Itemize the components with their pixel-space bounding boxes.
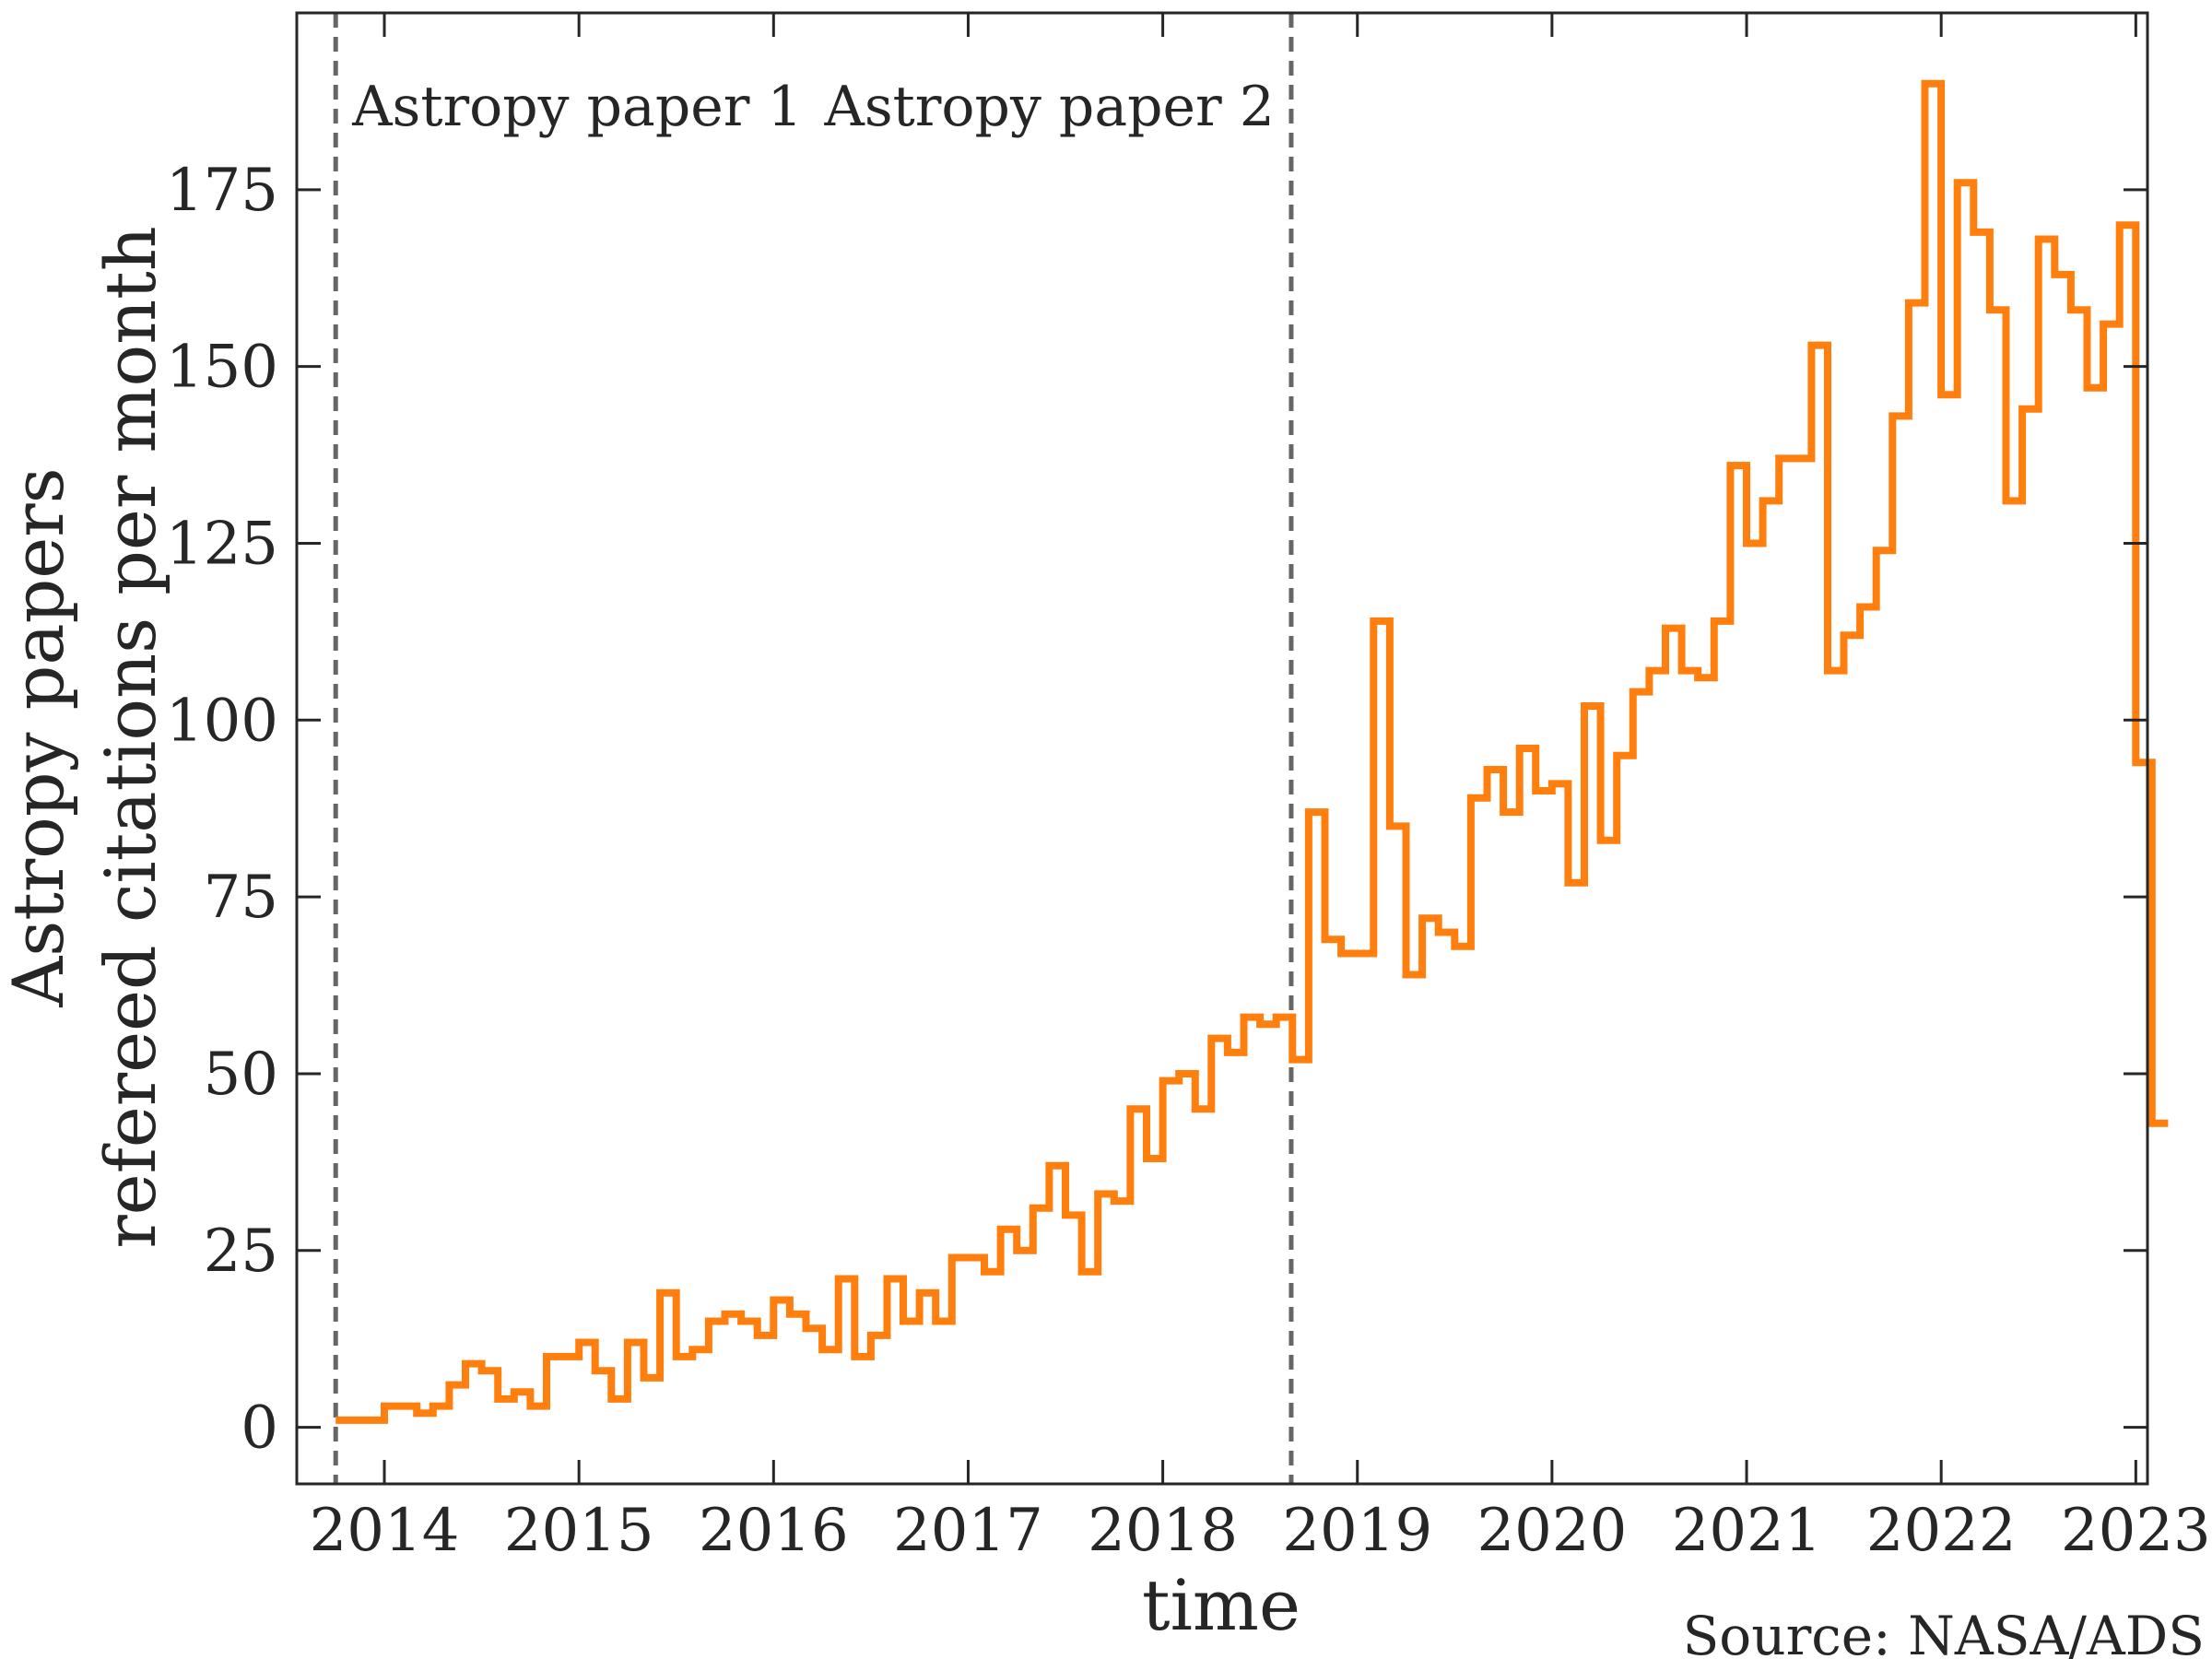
y-tick-label: 100 (166, 687, 278, 755)
annotation-label-1: Astropy paper 1 (351, 75, 802, 139)
x-tick-label: 2017 (893, 1497, 1043, 1565)
y-tick-label: 150 (166, 334, 278, 402)
x-axis-label: time (1142, 1564, 1300, 1646)
axis-ticks (297, 13, 2147, 1484)
y-tick-label: 75 (204, 864, 278, 932)
x-tick-label: 2019 (1282, 1497, 1432, 1565)
y-axis-label-line2: refereed citations per month (89, 226, 171, 1248)
x-tick-label: 2014 (310, 1497, 460, 1565)
plot-frame (295, 11, 2149, 1486)
y-tick-label: 25 (204, 1218, 278, 1286)
source-note: Source: NASA/ADS (1683, 1605, 2205, 1659)
x-tick-label: 2018 (1088, 1497, 1238, 1565)
annotations: Astropy paper 1 Astropy paper 2 (351, 75, 1275, 139)
y-axis-label-line1: Astropy papers (0, 467, 79, 1007)
x-tick-label: 2021 (1672, 1497, 1822, 1565)
event-markers (333, 13, 1294, 1484)
x-tick-label: 2016 (699, 1497, 849, 1565)
x-tick-labels: 2014 2015 2016 2017 2018 2019 2020 2021 2022 2023 (310, 1497, 2211, 1565)
series-group (335, 79, 2169, 1424)
x-tick-label: 2020 (1477, 1497, 1627, 1565)
x-tick-label: 2022 (1866, 1497, 2017, 1565)
x-tick-label: 2015 (504, 1497, 654, 1565)
y-tick-label: 175 (166, 157, 278, 225)
y-tick-label: 50 (204, 1041, 278, 1109)
series-line-1 (335, 79, 2169, 1424)
y-tick-label: 0 (241, 1394, 278, 1463)
x-tick-label: 2023 (2061, 1497, 2211, 1565)
y-tick-label: 125 (166, 510, 278, 578)
y-tick-labels: 0 25 50 75 100 125 150 175 (166, 157, 278, 1463)
annotation-label-2: Astropy paper 2 (824, 75, 1275, 139)
